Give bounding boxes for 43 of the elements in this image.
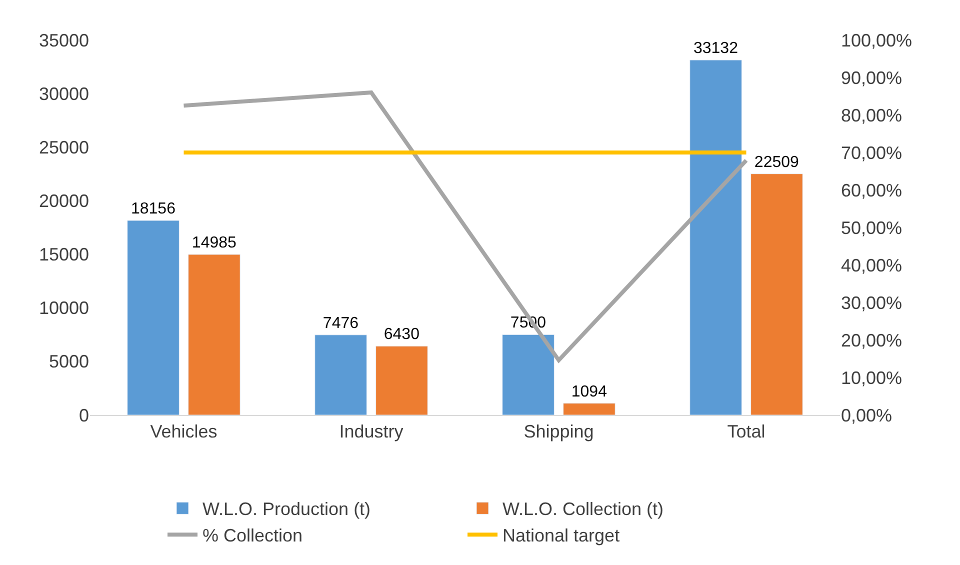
y-tick-label: 20000 xyxy=(38,191,89,212)
legend-label: % Collection xyxy=(202,526,303,546)
y2-tick-label: 90,00% xyxy=(841,68,902,88)
legend-label: W.L.O. Collection (t) xyxy=(502,499,664,520)
y2-tick-label: 0,00% xyxy=(841,405,892,426)
y-tick-label: 35000 xyxy=(38,30,89,50)
data-label: 33132 xyxy=(693,40,738,58)
data-label: 1094 xyxy=(571,383,608,400)
y2-tick-label: 40,00% xyxy=(841,255,902,276)
bar xyxy=(750,174,803,415)
y2-tick-label: 50,00% xyxy=(841,218,902,238)
bar xyxy=(314,334,367,415)
data-label: 7476 xyxy=(322,314,359,332)
y-tick-label: 25000 xyxy=(38,137,89,158)
line-series xyxy=(182,90,748,362)
bar xyxy=(690,60,742,415)
y2-tick-label: 100,00% xyxy=(841,30,912,50)
bar xyxy=(376,346,428,415)
y-tick-label: 0 xyxy=(78,405,89,426)
legend-label: National target xyxy=(502,526,620,546)
data-label: 22509 xyxy=(754,154,800,171)
y2-tick-label: 80,00% xyxy=(841,105,902,126)
y2-tick-label: 20,00% xyxy=(841,330,902,350)
x-tick-label: Shipping xyxy=(524,422,594,442)
y2-tick-label: 30,00% xyxy=(841,292,902,313)
bar xyxy=(127,220,180,415)
y2-tick-label: 60,00% xyxy=(841,180,902,200)
y-tick-label: 5000 xyxy=(48,352,89,372)
x-tick-label: Industry xyxy=(339,422,404,442)
y-tick-label: 10000 xyxy=(38,298,89,318)
y2-tick-label: 10,00% xyxy=(841,368,902,388)
y-tick-label: 30000 xyxy=(38,84,89,104)
data-label: 14985 xyxy=(192,234,237,252)
data-label: 6430 xyxy=(384,326,420,344)
legend-label: W.L.O. Production (t) xyxy=(202,499,371,520)
bar xyxy=(502,334,554,415)
y-tick-label: 15000 xyxy=(38,244,89,265)
data-label: 18156 xyxy=(130,200,176,218)
y2-tick-label: 70,00% xyxy=(841,142,902,163)
x-tick-label: Vehicles xyxy=(150,422,218,442)
x-tick-label: Total xyxy=(727,422,766,442)
bar xyxy=(188,254,240,415)
bar xyxy=(563,403,616,415)
